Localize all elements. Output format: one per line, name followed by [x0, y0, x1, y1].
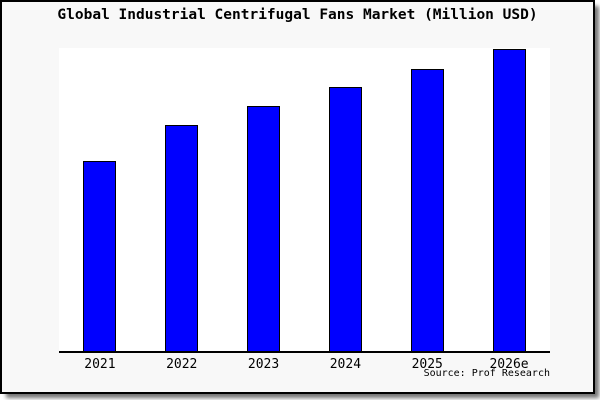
bar-2024: [328, 87, 362, 351]
x-tick-label-2024: 2024: [329, 357, 362, 372]
x-tick-label-2022: 2022: [166, 357, 198, 372]
bar-slot-2022: [141, 48, 223, 351]
bar-2025: [410, 69, 444, 351]
bars-row: [59, 48, 550, 351]
chart-frame: Global Industrial Centrifugal Fans Marke…: [0, 0, 595, 394]
bar-slot-2021: [59, 48, 141, 351]
bar-2023: [247, 106, 281, 351]
bar-2022: [165, 125, 199, 351]
source-label: Source: Prof Research: [423, 368, 550, 379]
x-tick-label-2026e: 2026e: [489, 357, 529, 372]
plot-area: [59, 48, 550, 353]
x-axis-labels: 2021 2022 2023 2024 2025 2026e: [59, 357, 550, 372]
x-tick-label-2023: 2023: [247, 357, 280, 372]
chart-title: Global Industrial Centrifugal Fans Marke…: [57, 7, 538, 23]
bar-slot-2026e: [468, 48, 550, 351]
bar-slot-2024: [304, 48, 386, 351]
x-tick-label-2021: 2021: [84, 357, 116, 372]
bar-slot-2023: [223, 48, 305, 351]
bar-slot-2025: [386, 48, 468, 351]
x-tick-label-2025: 2025: [411, 357, 443, 372]
bar-2021: [83, 161, 117, 351]
bar-2026e: [492, 49, 526, 351]
